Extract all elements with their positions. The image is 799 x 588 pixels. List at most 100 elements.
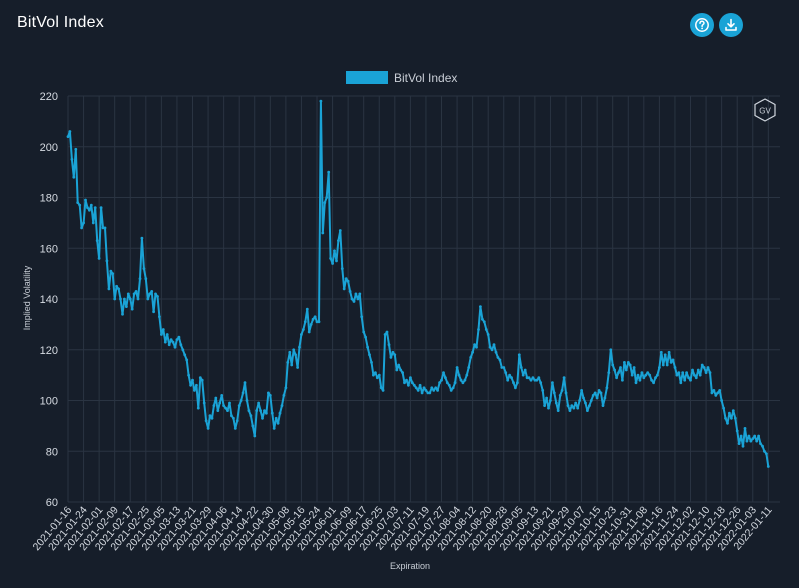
data-point[interactable] (580, 389, 583, 392)
data-point[interactable] (88, 208, 91, 212)
data-point[interactable] (259, 409, 262, 412)
data-point[interactable] (296, 366, 299, 369)
data-point[interactable] (473, 343, 476, 347)
data-point[interactable] (681, 371, 685, 374)
data-point[interactable] (105, 259, 109, 263)
data-point[interactable] (757, 434, 760, 438)
data-point[interactable] (267, 391, 270, 395)
data-point[interactable] (391, 350, 395, 354)
data-point[interactable] (272, 427, 276, 430)
data-point[interactable] (739, 434, 743, 438)
data-point[interactable] (84, 198, 87, 202)
data-point[interactable] (99, 206, 103, 210)
data-point[interactable] (198, 376, 202, 380)
data-point[interactable] (611, 363, 615, 367)
data-point[interactable] (123, 297, 126, 301)
data-point[interactable] (381, 389, 385, 392)
data-point[interactable] (193, 389, 196, 392)
data-point[interactable] (586, 409, 589, 412)
data-point[interactable] (726, 421, 729, 425)
data-point[interactable] (741, 444, 745, 448)
data-point[interactable] (323, 201, 327, 205)
data-point[interactable] (130, 307, 134, 311)
data-point[interactable] (416, 389, 420, 392)
data-point[interactable] (486, 333, 490, 336)
data-point[interactable] (749, 439, 753, 443)
data-point[interactable] (702, 366, 706, 369)
data-point[interactable] (444, 376, 447, 380)
data-point[interactable] (632, 366, 636, 369)
data-point[interactable] (410, 381, 414, 385)
data-point[interactable] (233, 427, 237, 430)
data-point[interactable] (397, 363, 401, 367)
data-point[interactable] (685, 371, 688, 374)
data-point[interactable] (568, 409, 572, 412)
data-point[interactable] (202, 401, 206, 405)
help-button[interactable] (690, 13, 714, 37)
data-point[interactable] (78, 203, 82, 207)
data-point[interactable] (395, 368, 399, 372)
data-point[interactable] (393, 353, 397, 357)
data-point[interactable] (239, 399, 243, 402)
data-point[interactable] (642, 376, 646, 380)
data-point[interactable] (403, 381, 406, 385)
data-point[interactable] (181, 348, 185, 352)
data-point[interactable] (747, 434, 751, 438)
data-point[interactable] (691, 368, 694, 372)
data-point[interactable] (537, 376, 541, 380)
data-point[interactable] (374, 371, 377, 374)
data-point[interactable] (362, 330, 366, 334)
data-point[interactable] (619, 366, 622, 369)
data-point[interactable] (321, 231, 325, 235)
data-point[interactable] (165, 333, 169, 336)
data-point[interactable] (183, 353, 187, 357)
data-point[interactable] (319, 99, 323, 103)
data-point[interactable] (481, 317, 484, 321)
data-point[interactable] (434, 386, 438, 390)
data-point[interactable] (693, 373, 696, 377)
data-point[interactable] (700, 363, 704, 367)
data-point[interactable] (492, 343, 496, 347)
data-point[interactable] (447, 383, 451, 387)
data-point[interactable] (617, 371, 620, 374)
data-point[interactable] (270, 411, 274, 415)
data-point[interactable] (720, 399, 723, 402)
data-point[interactable] (479, 305, 482, 308)
data-point[interactable] (609, 348, 613, 352)
data-point[interactable] (210, 416, 214, 420)
data-point[interactable] (148, 292, 152, 296)
data-point[interactable] (475, 345, 478, 349)
data-point[interactable] (125, 305, 128, 308)
data-point[interactable] (683, 378, 687, 382)
data-point[interactable] (469, 356, 473, 359)
data-point[interactable] (93, 206, 97, 210)
data-point[interactable] (232, 416, 235, 420)
data-point[interactable] (383, 333, 387, 336)
data-point[interactable] (508, 373, 511, 377)
data-point[interactable] (370, 361, 373, 364)
data-point[interactable] (623, 361, 626, 364)
data-point[interactable] (74, 147, 78, 151)
data-point[interactable] (66, 135, 70, 139)
data-point[interactable] (97, 257, 101, 260)
data-point[interactable] (152, 310, 156, 314)
data-point[interactable] (654, 376, 657, 380)
data-point[interactable] (566, 404, 570, 407)
data-point[interactable] (751, 437, 755, 440)
data-point[interactable] (173, 345, 177, 349)
data-point[interactable] (615, 376, 618, 380)
data-point[interactable] (261, 416, 264, 420)
data-point[interactable] (648, 373, 652, 377)
data-point[interactable] (661, 363, 665, 367)
data-point[interactable] (722, 406, 725, 410)
data-point[interactable] (409, 376, 412, 380)
data-point[interactable] (698, 373, 702, 377)
data-point[interactable] (222, 404, 226, 407)
data-point[interactable] (169, 338, 173, 341)
data-point[interactable] (245, 399, 249, 402)
data-point[interactable] (564, 391, 568, 395)
data-point[interactable] (599, 391, 603, 395)
data-point[interactable] (154, 292, 157, 296)
data-point[interactable] (706, 366, 710, 369)
data-point[interactable] (765, 452, 768, 456)
